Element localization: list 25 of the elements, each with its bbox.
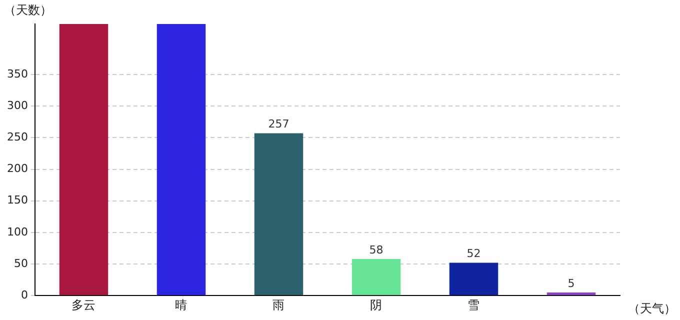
y-tick-label: 200 xyxy=(6,162,28,176)
data-label: 257 xyxy=(268,118,290,131)
bar xyxy=(449,262,498,296)
y-tick-label: 150 xyxy=(6,194,28,207)
y-tick-label: 300 xyxy=(6,98,28,112)
y-tick-label: 0 xyxy=(20,288,28,302)
bar xyxy=(352,258,401,296)
bar xyxy=(156,24,206,296)
y-tick-label: 100 xyxy=(6,225,28,238)
y-tick-label: 50 xyxy=(14,256,28,270)
x-tick-label: 阴 xyxy=(370,298,382,312)
bar xyxy=(254,133,304,296)
x-tick-label: 雨 xyxy=(272,298,285,312)
data-label: 5 xyxy=(568,276,575,290)
data-label: 52 xyxy=(466,247,481,260)
bar xyxy=(59,24,108,296)
x-tick-label: 多云 xyxy=(72,298,96,312)
x-axis-title: （天气） xyxy=(628,302,676,316)
x-tick-label: 雪 xyxy=(468,298,480,312)
x-tick-label: 晴 xyxy=(175,298,188,312)
data-label: 58 xyxy=(369,243,384,256)
y-tick-label: 250 xyxy=(6,130,28,144)
bar xyxy=(546,292,596,296)
y-axis-title: （天数） xyxy=(4,3,52,18)
y-tick-label: 350 xyxy=(6,67,28,80)
